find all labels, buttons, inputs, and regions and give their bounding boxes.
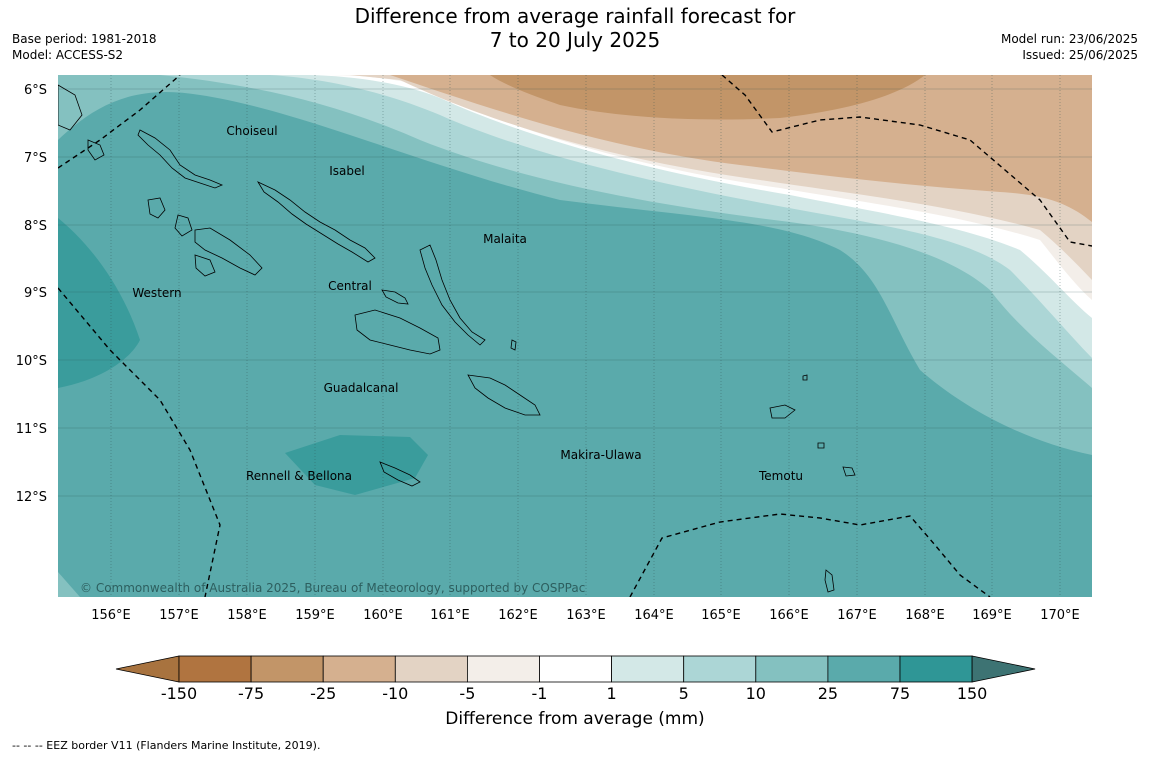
region-label: Malaita xyxy=(483,232,527,246)
colorbar-tick-label: 5 xyxy=(679,684,689,703)
lat-label: 11°S xyxy=(16,422,47,437)
lat-label: 8°S xyxy=(24,219,47,234)
lat-label: 10°S xyxy=(16,354,47,369)
colorbar-segment xyxy=(322,655,396,683)
region-labels: Choiseul Isabel Malaita Western Central … xyxy=(132,124,803,483)
region-label: Rennell & Bellona xyxy=(246,469,352,483)
region-label: Makira-Ulawa xyxy=(560,448,641,462)
colorbar-segment xyxy=(394,655,468,683)
longitude-labels: 156°E 157°E 158°E 159°E 160°E 161°E 162°… xyxy=(91,608,1080,623)
region-label: Guadalcanal xyxy=(324,381,399,395)
lon-label: 163°E xyxy=(566,608,606,623)
lon-label: 165°E xyxy=(701,608,741,623)
colorbar-tick-label: -10 xyxy=(382,684,408,703)
coastlines xyxy=(58,84,856,593)
lon-label: 168°E xyxy=(905,608,945,623)
lon-label: 164°E xyxy=(634,608,674,623)
colorbar-min-extend xyxy=(115,655,180,683)
colorbar-segment xyxy=(611,655,685,683)
eez-border xyxy=(58,75,1092,597)
colorbar-segment xyxy=(250,655,324,683)
region-label: Central xyxy=(328,279,372,293)
title-line-1: Difference from average rainfall forecas… xyxy=(354,4,796,28)
graticule xyxy=(58,75,1092,597)
model-run: Model run: 23/06/2025 xyxy=(1000,32,1138,46)
colorbar-tick-label: -1 xyxy=(532,684,548,703)
region-label: Isabel xyxy=(329,164,364,178)
colorbar: -150 -75 -25 -10 -5 -1 1 5 10 25 75 150 xyxy=(115,655,1036,703)
lat-label: 6°S xyxy=(24,83,47,98)
lon-label: 166°E xyxy=(769,608,809,623)
lon-label: 156°E xyxy=(91,608,131,623)
colorbar-tick-label: 1 xyxy=(607,684,617,703)
lat-label: 9°S xyxy=(24,286,47,301)
colorbar-segment xyxy=(466,655,540,683)
lon-label: 167°E xyxy=(837,608,877,623)
contour-fill xyxy=(58,75,1092,597)
colorbar-tick-label: -5 xyxy=(459,684,475,703)
lat-label: 7°S xyxy=(24,151,47,166)
region-label: Western xyxy=(132,286,181,300)
colorbar-max-extend xyxy=(971,655,1036,683)
region-label: Temotu xyxy=(758,469,803,483)
colorbar-label: Difference from average (mm) xyxy=(445,709,705,729)
footnote: -- -- -- EEZ border V11 (Flanders Marine… xyxy=(12,739,321,752)
lon-label: 160°E xyxy=(363,608,403,623)
colorbar-segment xyxy=(683,655,757,683)
model-info: Base period: 1981-2018 Model: ACCESS-S2 xyxy=(12,31,157,63)
lon-label: 161°E xyxy=(430,608,470,623)
colorbar-tick-label: 150 xyxy=(957,684,988,703)
lon-label: 169°E xyxy=(972,608,1012,623)
base-period: Base period: 1981-2018 xyxy=(12,32,157,46)
lon-label: 158°E xyxy=(227,608,267,623)
lon-label: 162°E xyxy=(498,608,538,623)
colorbar-segment xyxy=(755,655,829,683)
model-name: Model: ACCESS-S2 xyxy=(12,48,124,62)
colorbar-tick-label: -150 xyxy=(161,684,197,703)
colorbar-tick-label: 10 xyxy=(746,684,766,703)
colorbar-segment xyxy=(827,655,901,683)
map-title: Difference from average rainfall forecas… xyxy=(275,4,875,52)
colorbar-tick-label: 25 xyxy=(818,684,838,703)
lon-label: 159°E xyxy=(295,608,335,623)
title-line-2: 7 to 20 July 2025 xyxy=(489,28,661,52)
lon-label: 157°E xyxy=(159,608,199,623)
colorbar-tick-label: 75 xyxy=(890,684,910,703)
colorbar-segment xyxy=(539,655,612,683)
colorbar-tick-label: -25 xyxy=(310,684,336,703)
colorbar-segment xyxy=(899,655,973,683)
lat-label: 12°S xyxy=(16,490,47,505)
lon-label: 170°E xyxy=(1040,608,1080,623)
region-label: Choiseul xyxy=(226,124,277,138)
colorbar-segment xyxy=(178,655,252,683)
run-info: Model run: 23/06/2025 Issued: 25/06/2025 xyxy=(1001,31,1138,63)
latitude-labels: 6°S 7°S 8°S 9°S 10°S 11°S 12°S xyxy=(16,83,47,505)
colorbar-tick-label: -75 xyxy=(238,684,264,703)
issued-date: Issued: 25/06/2025 xyxy=(1022,48,1138,62)
copyright: © Commonwealth of Australia 2025, Bureau… xyxy=(80,581,585,595)
